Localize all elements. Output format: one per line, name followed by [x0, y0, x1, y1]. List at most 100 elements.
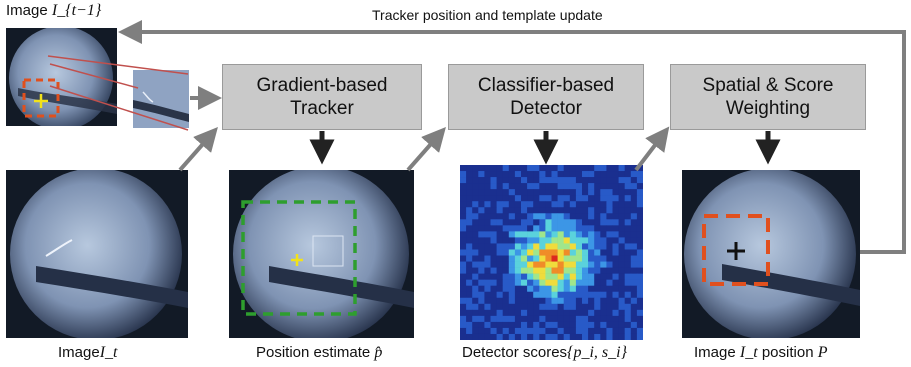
heatmap-cell [478, 177, 485, 184]
heatmap-cell [527, 207, 534, 214]
heatmap-cell [594, 219, 601, 226]
heatmap-cell [575, 165, 583, 172]
caption-text: Image [694, 344, 736, 361]
heatmap-cell [636, 195, 643, 202]
heatmap-cell [478, 189, 485, 196]
heatmap-cell [563, 231, 571, 238]
heatmap-cell [502, 273, 510, 280]
heatmap-cell [563, 171, 571, 178]
heatmap-cell [551, 183, 558, 190]
heatmap-cell [636, 243, 643, 250]
heatmap-cell [484, 183, 491, 190]
heatmap-cell [575, 255, 583, 262]
heatmap-cell [612, 249, 619, 256]
heatmap-cell [612, 213, 619, 220]
heatmap-cell [545, 279, 552, 286]
heatmap-cell [618, 189, 625, 196]
heatmap-cell [575, 285, 583, 293]
heatmap-cell [496, 279, 503, 286]
heatmap-cell [575, 213, 583, 220]
heatmap-cell [502, 195, 510, 202]
heatmap-cell [569, 327, 577, 335]
heatmap-cell [466, 261, 473, 268]
heatmap-cell [466, 219, 473, 226]
heatmap-cell [466, 285, 473, 293]
heatmap-cell [478, 333, 485, 340]
heatmap-cell [582, 195, 589, 202]
heatmap-cell [460, 333, 467, 340]
heatmap-cell [575, 177, 583, 184]
heatmap-cell [545, 171, 552, 178]
heatmap-cell [478, 297, 485, 305]
heatmap-cell [588, 195, 595, 202]
heatmap-cell [514, 291, 522, 299]
heatmap-cell [563, 315, 571, 323]
heatmap-cell [490, 171, 497, 178]
heatmap-cell [618, 291, 625, 299]
heatmap-cell [582, 201, 589, 208]
heatmap-cell [575, 267, 583, 274]
caption-text-2: position [761, 344, 814, 361]
heatmap-cell [460, 321, 467, 329]
heatmap-cell [630, 327, 638, 335]
heatmap-cell [496, 333, 503, 340]
heatmap-cell [502, 165, 510, 172]
weighting-line2: Weighting [725, 98, 811, 119]
heatmap-cell [527, 261, 534, 268]
heatmap-cell [606, 225, 613, 232]
heatmap-cell [630, 219, 638, 226]
heatmap-cell [588, 183, 595, 190]
heatmap-cell [575, 309, 583, 317]
heatmap-cell [563, 183, 571, 190]
image-final-position [682, 170, 860, 338]
caption-text: Image [6, 2, 48, 19]
heatmap-cell [575, 201, 583, 208]
heatmap-cell [484, 207, 491, 214]
heatmap-cell [636, 327, 643, 335]
heatmap-cell [551, 261, 558, 268]
heatmap-cell [636, 261, 643, 268]
heatmap-cell [521, 315, 528, 323]
heatmap-cell [539, 273, 546, 280]
heatmap-cell [575, 183, 583, 190]
heatmap-cell [514, 255, 522, 262]
heatmap-cell [588, 231, 595, 238]
heatmap-cell [472, 333, 479, 340]
heatmap-cell [466, 267, 473, 274]
heatmap-cell [545, 237, 552, 244]
heatmap-cell [563, 165, 571, 172]
heatmap-cell [466, 321, 473, 329]
heatmap-cell [563, 261, 571, 268]
heatmap-cell [472, 195, 479, 202]
heatmap-cell [636, 177, 643, 184]
heatmap-cell [606, 189, 613, 196]
heatmap-cell [527, 213, 534, 220]
heatmap-cell [606, 201, 613, 208]
heatmap-cell [514, 207, 522, 214]
heatmap-cell [563, 309, 571, 317]
heatmap-cell [496, 315, 503, 323]
heatmap-cell [600, 315, 607, 323]
detector-line2: Detector [510, 98, 582, 119]
heatmap-cell [460, 291, 467, 299]
heatmap-cell [539, 195, 546, 202]
heatmap-cell [594, 183, 601, 190]
heatmap-cell [466, 249, 473, 256]
heatmap-cell [569, 177, 577, 184]
heatmap-cell [484, 195, 491, 202]
heatmap-cell [466, 165, 473, 172]
heatmap-cell [527, 225, 534, 232]
heatmap-cell [575, 225, 583, 232]
heatmap-cell [563, 279, 571, 286]
image-t-minus-1-graphic [9, 28, 117, 126]
heatmap-cell [466, 279, 473, 286]
heatmap-cell [582, 327, 589, 335]
heatmap-cell [478, 231, 485, 238]
caption-math: I_{t−1} [51, 2, 102, 19]
heatmap-cell [624, 171, 632, 178]
heatmap-cell [521, 225, 528, 232]
heatmap-cell [490, 255, 497, 262]
heatmap-cell [545, 285, 552, 293]
heatmap-cell [545, 267, 552, 274]
heatmap-cell [636, 267, 643, 274]
